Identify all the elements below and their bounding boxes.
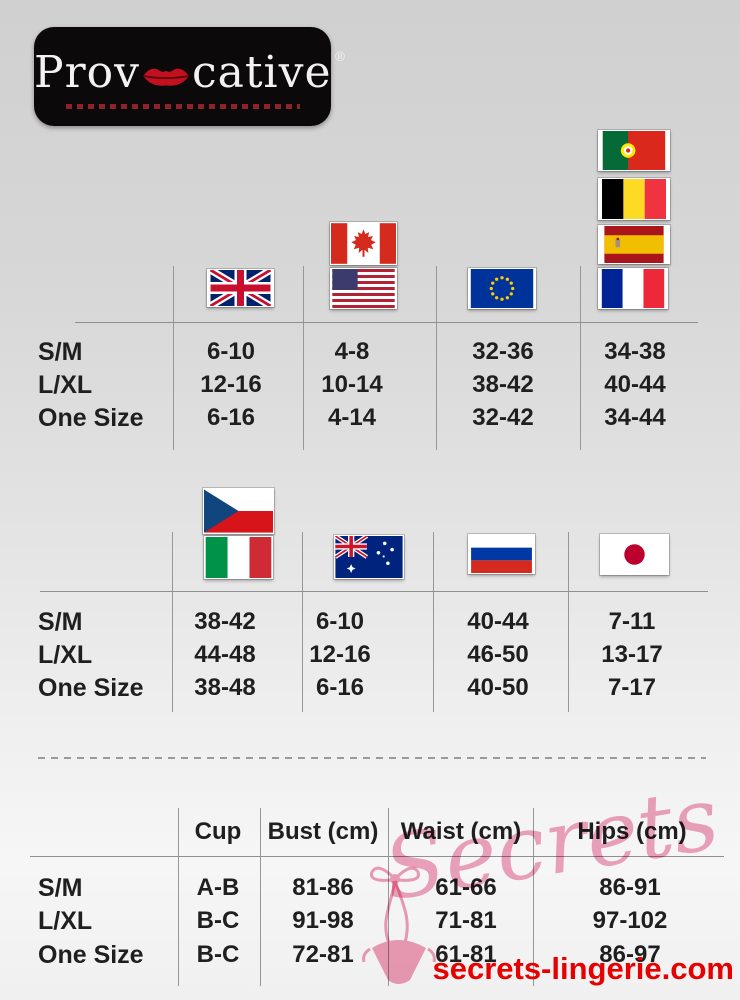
size-value: 4-14 xyxy=(327,404,377,431)
table-header-row: Cup Bust (cm) Waist (cm) Hips (cm) xyxy=(0,815,740,849)
measurement-value: 86-97 xyxy=(599,941,661,968)
size-value: 6-16 xyxy=(206,404,256,431)
measurement-value: 91-98 xyxy=(292,907,354,934)
measurement-value: A-B xyxy=(196,874,240,901)
size-row-label: One Size xyxy=(38,404,144,432)
size-row-label: L/XL xyxy=(38,371,93,399)
measurement-value: 61-81 xyxy=(435,941,497,968)
measurement-value: 97-102 xyxy=(592,907,668,934)
measurement-value: B-C xyxy=(196,907,240,934)
table2-column-divider xyxy=(568,532,569,712)
table-row: One Size B-C 72-81 61-81 86-97 xyxy=(0,938,740,972)
lips-icon xyxy=(141,62,191,90)
brand-name-prefix: Prov xyxy=(34,47,140,98)
size-value: 12-16 xyxy=(309,641,371,668)
size-row-label: S/M xyxy=(38,608,83,636)
size-value: 38-42 xyxy=(194,608,256,635)
table2-column-divider xyxy=(433,532,434,712)
size-row-label: S/M xyxy=(38,338,83,366)
size-value: 38-42 xyxy=(472,371,534,398)
size-value: 40-44 xyxy=(604,371,666,398)
size-value: 44-48 xyxy=(194,641,256,668)
flag-spain-icon xyxy=(598,225,670,264)
size-value: 40-50 xyxy=(467,674,529,701)
flag-australia-icon xyxy=(334,535,404,579)
size-row-label: S/M xyxy=(38,874,83,902)
table3-header-rule xyxy=(30,856,724,857)
table1-column-divider xyxy=(303,266,304,450)
flag-france-icon xyxy=(598,268,668,309)
size-value: 38-48 xyxy=(194,674,256,701)
size-row-label: L/XL xyxy=(38,907,93,935)
table-row: S/M 38-42 6-10 40-44 7-11 xyxy=(0,605,740,639)
flag-european-union-icon xyxy=(468,268,536,309)
measurement-value: 81-86 xyxy=(292,874,354,901)
size-value: 6-16 xyxy=(315,674,365,701)
flag-usa-icon xyxy=(330,268,397,309)
measurement-value: B-C xyxy=(196,941,240,968)
flag-canada-icon xyxy=(330,222,397,265)
table-row: L/XL 44-48 12-16 46-50 13-17 xyxy=(0,638,740,672)
table1-column-divider xyxy=(580,266,581,450)
table2-column-divider xyxy=(302,532,303,712)
table2-top-rule xyxy=(40,591,708,592)
measurement-value: 71-81 xyxy=(435,907,497,934)
table3-column-divider xyxy=(260,808,261,986)
size-value: 32-36 xyxy=(472,338,534,365)
brand-name-suffix: cative xyxy=(192,47,332,98)
size-value: 7-17 xyxy=(607,674,657,701)
size-value: 32-42 xyxy=(472,404,534,431)
brand-name: Prov cative ® xyxy=(34,47,347,98)
table-row: S/M A-B 81-86 61-66 86-91 xyxy=(0,871,740,905)
flag-belgium-icon xyxy=(598,178,670,220)
flag-italy-icon xyxy=(204,536,273,579)
size-value: 4-8 xyxy=(334,338,370,365)
size-value: 12-16 xyxy=(200,371,262,398)
size-value: 6-10 xyxy=(315,608,365,635)
size-row-label: L/XL xyxy=(38,641,93,669)
table3-column-divider xyxy=(178,808,179,986)
size-value: 13-17 xyxy=(601,641,663,668)
column-header: Hips (cm) xyxy=(577,818,687,845)
size-row-label: One Size xyxy=(38,674,144,702)
table1-column-divider xyxy=(173,266,174,450)
column-header: Waist (cm) xyxy=(400,818,522,845)
dashed-separator xyxy=(38,757,706,759)
table-row: S/M 6-10 4-8 32-36 34-38 xyxy=(0,335,740,369)
website-url: secrets-lingerie.com xyxy=(432,951,734,986)
logo-tagline-decoration xyxy=(65,104,300,109)
table1-top-rule xyxy=(75,322,698,323)
flag-japan-icon xyxy=(600,534,669,575)
size-value: 10-14 xyxy=(321,371,383,398)
column-header: Bust (cm) xyxy=(267,818,379,845)
table1-column-divider xyxy=(436,266,437,450)
size-row-label: One Size xyxy=(38,941,144,969)
registered-mark: ® xyxy=(333,50,348,65)
size-value: 34-38 xyxy=(604,338,666,365)
flag-czech-republic-icon xyxy=(203,488,274,534)
size-value: 40-44 xyxy=(467,608,529,635)
column-header: Cup xyxy=(194,818,242,845)
table3-column-divider xyxy=(533,808,534,986)
measurement-value: 86-91 xyxy=(599,874,661,901)
table-row: L/XL B-C 91-98 71-81 97-102 xyxy=(0,904,740,938)
flag-portugal-icon xyxy=(598,130,670,171)
size-value: 7-11 xyxy=(608,608,656,635)
table-row: One Size 38-48 6-16 40-50 7-17 xyxy=(0,671,740,705)
size-value: 34-44 xyxy=(604,404,666,431)
flag-russia-icon xyxy=(468,534,535,574)
table2-column-divider xyxy=(172,532,173,712)
table-row: L/XL 12-16 10-14 38-42 40-44 xyxy=(0,368,740,402)
measurement-value: 72-81 xyxy=(292,941,354,968)
size-value: 46-50 xyxy=(467,641,529,668)
table-row: One Size 6-16 4-14 32-42 34-44 xyxy=(0,401,740,435)
flag-united-kingdom-icon xyxy=(207,269,274,307)
brand-logo: Prov cative ® xyxy=(34,27,347,126)
size-value: 6-10 xyxy=(206,338,256,365)
measurement-value: 61-66 xyxy=(435,874,497,901)
